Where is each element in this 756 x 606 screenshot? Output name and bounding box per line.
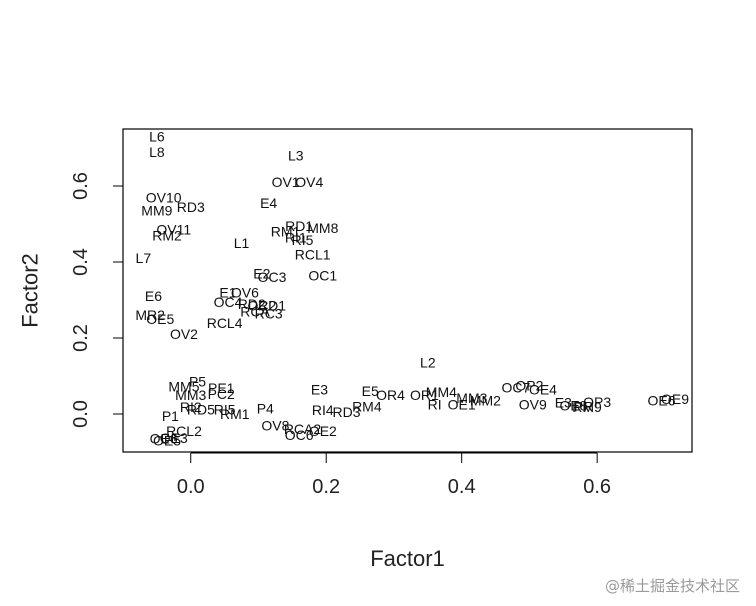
data-point-label: OC2 <box>247 298 276 314</box>
data-point-label: P5 <box>189 374 206 390</box>
data-point-label: P4 <box>257 400 274 416</box>
data-point-label: RD5 <box>187 401 215 417</box>
data-point-label: RI <box>428 397 442 413</box>
data-point-label: PR <box>574 398 593 414</box>
data-point-label: E2 <box>253 265 270 281</box>
data-point-label: RD2 <box>238 296 266 312</box>
data-point-label: PC2 <box>208 386 235 402</box>
data-point-label: RI1 <box>285 229 307 245</box>
data-point-label: RCL1 <box>295 246 331 262</box>
data-point-label: RD1 <box>258 298 286 314</box>
data-point-label: OV1 <box>272 174 300 190</box>
data-point-label: RD1 <box>285 218 313 234</box>
data-point-label: OE1 <box>448 397 476 413</box>
data-point-label: RCA <box>240 303 270 319</box>
data-point-label: OE5 <box>153 433 181 449</box>
data-point-label: MR2 <box>135 307 165 323</box>
data-point-label: OV4 <box>295 174 323 190</box>
data-point-label: RI5 <box>214 401 236 417</box>
data-point-label: RI5 <box>292 232 314 248</box>
data-point-label: L8 <box>149 144 165 160</box>
data-point-label: RM1 <box>220 406 250 422</box>
watermark: @稀土掘金技术社区 <box>604 577 740 595</box>
data-point-label: OP2 <box>515 378 543 394</box>
x-tick-label: 0.6 <box>583 476 611 498</box>
data-point-label: OE2 <box>309 423 337 439</box>
data-point-label: RM2 <box>152 227 182 243</box>
data-point-label: RM4 <box>352 398 382 414</box>
data-point-label: MM3 <box>175 387 206 403</box>
data-point-label: RC3 <box>255 305 283 321</box>
data-point-label: OV2 <box>170 326 198 342</box>
data-point-label: L6 <box>149 129 165 145</box>
y-tick-label: 0.0 <box>70 400 92 428</box>
x-tick-label: 0.0 <box>177 476 205 498</box>
data-point-label: E1 <box>219 284 236 300</box>
data-point-label: OE6 <box>648 393 676 409</box>
data-point-label: OC6 <box>285 427 314 443</box>
data-point-label: RM9 <box>572 399 602 415</box>
data-point-label: PE1 <box>208 380 235 396</box>
y-tick-label: 0.2 <box>70 324 92 352</box>
data-point-label: L2 <box>420 355 436 371</box>
x-tick-label: 0.2 <box>312 476 340 498</box>
data-point-label: RCL4 <box>207 315 243 331</box>
data-point-label: OE5 <box>146 311 174 327</box>
data-point-label: MM8 <box>307 220 338 236</box>
data-point-label: E5 <box>362 383 379 399</box>
data-point-label: OP3 <box>583 394 611 410</box>
data-point-label: E3 <box>555 395 572 411</box>
data-point-label: MM3 <box>456 390 487 406</box>
data-point-label: RM1 <box>271 224 301 240</box>
y-axis-title: Factor2 <box>18 253 43 328</box>
data-point-label: OE8 <box>559 398 587 414</box>
data-point-label: RD3 <box>333 404 361 420</box>
data-point-label: OE4 <box>529 381 557 397</box>
data-point-label: OE9 <box>661 391 689 407</box>
y-tick-label: 0.6 <box>70 172 92 200</box>
data-point-label: OR4 <box>376 387 405 403</box>
data-point-label: E3 <box>311 381 328 397</box>
y-tick-label: 0.4 <box>70 248 92 276</box>
data-point-label: L1 <box>234 235 250 251</box>
data-point-label: OV10 <box>146 189 182 205</box>
data-point-label: RD3 <box>177 199 205 215</box>
data-point-label: OC1 <box>308 267 337 283</box>
x-tick-label: 0.4 <box>448 476 476 498</box>
data-point-label: E4 <box>260 195 277 211</box>
data-point-label: OV11 <box>156 222 191 238</box>
data-point-label: OV9 <box>519 397 547 413</box>
data-point-label: MM9 <box>141 203 172 219</box>
data-point-label: OC4 <box>214 294 243 310</box>
data-point-label: OV8 <box>261 417 289 433</box>
data-point-label: OE3 <box>160 430 188 446</box>
data-point-label: RCL2 <box>166 423 202 439</box>
data-point-label: L7 <box>136 250 152 266</box>
data-point-label: OC3 <box>258 269 287 285</box>
data-point-label: E6 <box>145 288 162 304</box>
data-point-label: OC7 <box>501 379 530 395</box>
data-point-label: RI4 <box>312 402 334 418</box>
data-point-label: OR1 <box>410 387 439 403</box>
data-point-label: P1 <box>162 408 179 424</box>
data-point-label: OV6 <box>231 284 259 300</box>
data-point-label: MM5 <box>168 379 199 395</box>
data-point-label: RI2 <box>180 399 202 415</box>
data-point-label: MM4 <box>426 384 457 400</box>
data-point-label: RCA2 <box>284 421 322 437</box>
data-point-label: MM2 <box>470 393 501 409</box>
data-point-label: L3 <box>288 148 304 164</box>
data-point-label: OE6 <box>150 431 178 447</box>
x-axis-title: Factor1 <box>370 546 445 571</box>
